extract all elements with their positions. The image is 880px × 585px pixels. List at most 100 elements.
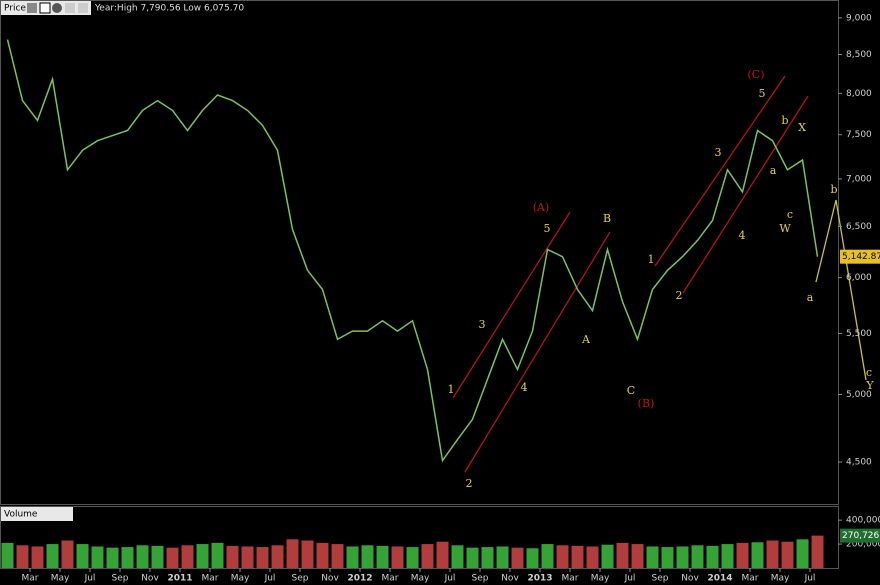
volume-bar	[361, 545, 374, 568]
wave-label: 4	[739, 229, 746, 242]
wave-label: C	[627, 384, 635, 397]
last-price-label: 5,142.87	[842, 252, 880, 262]
volume-bar	[286, 539, 299, 568]
x-tick-label: May	[411, 574, 430, 584]
wave-label: a	[807, 291, 814, 304]
wave-label: 4	[521, 381, 528, 394]
volume-bar	[166, 547, 179, 568]
y-tick-label: 5,000	[846, 390, 872, 400]
volume-bar	[646, 546, 659, 568]
wave-label: 2	[676, 289, 683, 302]
volume-bar	[406, 547, 419, 568]
y-tick-label: 7,500	[846, 130, 872, 140]
volume-bar	[481, 547, 494, 568]
volume-bar	[706, 545, 719, 568]
wave-label: c	[866, 366, 872, 379]
volume-bar	[661, 547, 674, 568]
volume-bar	[496, 546, 509, 568]
icon[interactable]	[39, 2, 51, 14]
volume-bar	[316, 542, 329, 568]
x-tick-label: May	[231, 574, 250, 584]
y-tick-label: 8,000	[846, 89, 872, 99]
x-tick-label: Nov	[501, 574, 519, 584]
volume-bar	[781, 541, 794, 568]
price-panel	[0, 0, 839, 505]
channel-line	[452, 211, 571, 399]
wave-label: 3	[715, 146, 722, 159]
x-tick-label: Jul	[804, 574, 816, 584]
volume-bar	[91, 546, 104, 568]
x-tick-label: Mar	[202, 574, 219, 584]
header-info: Year:High 7,790.56 Low 6,075.70	[94, 4, 244, 14]
panel-label: Price	[4, 4, 26, 14]
y-tick-label: 200,000	[846, 540, 880, 550]
volume-bar	[451, 545, 464, 568]
volume-bar	[526, 548, 539, 568]
volume-bar	[691, 545, 704, 568]
volume-bar	[601, 544, 614, 568]
wave-label: 5	[759, 87, 766, 100]
x-tick-label: Jul	[624, 574, 636, 584]
x-tick-label: Mar	[742, 574, 759, 584]
volume-bar	[736, 542, 749, 568]
x-tick-label: May	[591, 574, 610, 584]
wave-label: a	[770, 164, 777, 177]
volume-bar	[76, 544, 89, 568]
y-tick-label: 8,500	[846, 50, 872, 60]
y-tick-label: 7,000	[846, 174, 872, 184]
icon[interactable]	[52, 3, 62, 13]
volume-bar	[466, 547, 479, 568]
wave-label: 1	[648, 253, 655, 266]
y-tick-label: 4,500	[846, 458, 872, 468]
volume-bar	[61, 540, 74, 568]
volume-bar	[1, 542, 14, 568]
x-tick-label: Mar	[562, 574, 579, 584]
volume-bar	[631, 544, 644, 568]
volume-bar	[271, 545, 284, 568]
volume-bar	[46, 544, 59, 568]
channel-line	[654, 75, 786, 267]
wave-label: 5	[544, 222, 551, 235]
projection	[815, 199, 867, 381]
wave-label: 2	[466, 477, 473, 490]
x-tick-label: 2014	[707, 574, 732, 584]
icon[interactable]	[65, 3, 75, 13]
x-tick-label: 2013	[527, 574, 552, 584]
volume-bar	[196, 544, 209, 568]
volume-bar	[226, 545, 239, 568]
volume-bar	[391, 546, 404, 568]
volume-bar	[376, 545, 389, 568]
wave-label: (C)	[748, 68, 765, 81]
volume-bar	[346, 546, 359, 568]
x-tick-label: Sep	[292, 574, 309, 584]
volume-bar	[766, 540, 779, 568]
y-tick-label: 6,000	[846, 273, 872, 283]
x-tick-label: Sep	[472, 574, 489, 584]
icon[interactable]	[27, 3, 37, 13]
volume-bar	[16, 545, 29, 568]
volume-bar	[181, 545, 194, 568]
volume-bar	[256, 547, 269, 568]
volume-bar	[211, 542, 224, 568]
volume-label: Volume	[4, 510, 38, 520]
wave-label: Y	[865, 379, 874, 392]
volume-bar	[541, 544, 554, 568]
x-tick-label: Jul	[264, 574, 276, 584]
volume-bar	[751, 542, 764, 568]
volume-bar	[436, 541, 449, 568]
x-tick-label: Nov	[681, 574, 699, 584]
x-tick-label: 2011	[167, 574, 192, 584]
volume-bar	[796, 539, 809, 568]
volume-bar	[241, 546, 254, 568]
icon[interactable]	[78, 3, 88, 13]
y-tick-label: 6,500	[846, 222, 872, 232]
header-icons[interactable]	[27, 2, 88, 14]
x-tick-label: May	[51, 574, 70, 584]
volume-bar	[301, 540, 314, 568]
channel-line	[464, 231, 611, 473]
price-line	[6, 39, 819, 463]
volume-bar	[106, 547, 119, 568]
volume-bar	[121, 547, 134, 568]
